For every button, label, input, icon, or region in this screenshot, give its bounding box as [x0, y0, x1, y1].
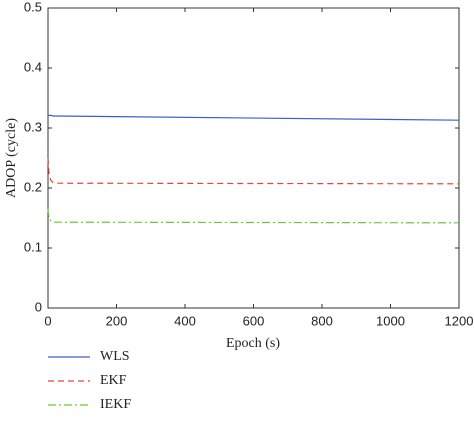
y-tick-label: 0.4 — [24, 59, 42, 74]
x-tick-label: 800 — [311, 313, 333, 328]
x-axis-label: Epoch (s) — [226, 336, 280, 351]
legend-label: IEKF — [100, 397, 131, 412]
y-tick-label: 0.5 — [24, 0, 42, 14]
x-tick-label: 1200 — [445, 313, 474, 328]
series-line — [48, 114, 460, 121]
y-axis-label: ADOP (cycle) — [4, 118, 19, 198]
y-tick-label: 0.1 — [24, 239, 42, 254]
legend-label: WLS — [100, 349, 130, 364]
y-tick-label: 0 — [35, 299, 42, 314]
y-tick-label: 0.2 — [24, 179, 42, 194]
plot-frame — [47, 7, 460, 309]
x-tick-label: 200 — [106, 313, 128, 328]
legend-label: EKF — [100, 373, 127, 388]
series-line — [47, 157, 460, 185]
x-tick-label: 600 — [243, 313, 265, 328]
x-tick-label: 0 — [44, 313, 51, 328]
x-tick-label: 400 — [174, 313, 196, 328]
y-tick-label: 0.3 — [24, 119, 42, 134]
series-line — [47, 208, 460, 224]
x-tick-label: 1000 — [376, 313, 405, 328]
